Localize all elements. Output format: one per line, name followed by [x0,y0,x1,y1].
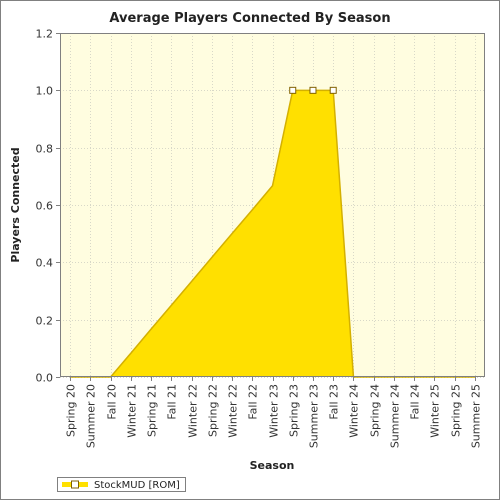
x-tick-label: Winter 21 [126,384,139,438]
x-tick-label: Fall 23 [328,384,341,420]
data-point [289,86,297,94]
x-tick-label: Fall 20 [106,384,119,420]
data-point [329,86,337,94]
x-tick-label: Winter 23 [268,384,281,438]
x-tick-label: Spring 22 [207,384,220,437]
x-tick-label: Summer 20 [85,384,98,448]
data-point [309,86,317,94]
legend-entry-label: StockMUD [ROM] [94,480,180,491]
series-area [70,90,475,377]
x-axis-title: Season [250,459,295,472]
x-tick-label: Winter 24 [348,384,361,438]
x-tick-label: Summer 23 [308,384,321,448]
legend-marker [71,480,79,489]
x-tick-label: Spring 23 [288,384,301,437]
x-tick-label: Spring 21 [146,384,159,437]
legend-box [57,477,186,492]
x-tick-label: Summer 25 [470,384,483,448]
y-axis: 0.0 0.2 0.4 0.6 0.8 1.0 1.2 [36,28,60,385]
x-tick-label: Fall 22 [247,384,260,420]
y-tick-label: 0.2 [36,315,54,328]
x-axis: Spring 20 Summer 20 Fall 20 Winter 21 Spring… [65,377,483,448]
x-tick-label: Spring 25 [450,384,463,437]
y-tick-label: 1.2 [36,28,54,41]
y-tick-label: 0.6 [36,200,54,213]
x-tick-label: Summer 24 [389,384,402,448]
y-tick-label: 0.0 [36,372,54,385]
x-tick-label: Winter 22 [187,384,200,438]
x-tick-label: Winter 22 [227,384,240,438]
x-tick-label: Spring 20 [65,384,78,437]
y-tick-label: 1.0 [36,85,54,98]
y-tick-label: 0.4 [36,257,54,270]
x-tick-label: Spring 24 [369,384,382,437]
x-tick-label: Fall 21 [166,384,179,420]
chart-title: Average Players Connected By Season [109,11,390,26]
x-tick-label: Fall 24 [409,384,422,420]
x-tick-label: Winter 25 [429,384,442,438]
legend: StockMUD [ROM] [57,477,186,492]
y-tick-label: 0.8 [36,143,54,156]
y-axis-title: Players Connected [9,147,22,262]
plot-border [60,33,485,377]
